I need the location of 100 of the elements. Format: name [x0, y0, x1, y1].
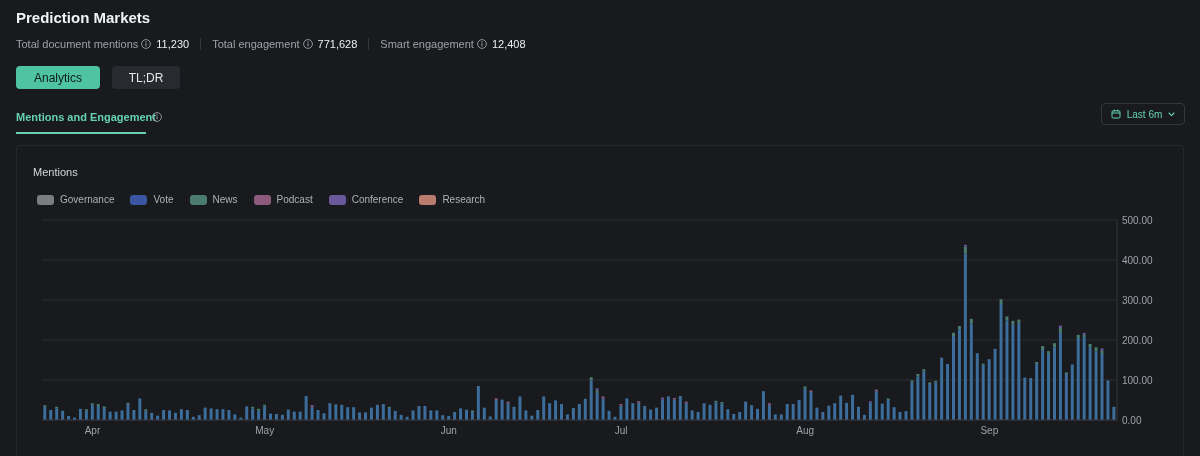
- bar: [963, 246, 967, 254]
- bar: [352, 407, 356, 420]
- bar: [803, 388, 807, 420]
- y-tick-label: 100.00: [1122, 374, 1154, 386]
- bar: [536, 410, 540, 420]
- bar: [322, 413, 326, 420]
- x-tick-label: Sep: [980, 425, 999, 437]
- bar: [625, 398, 629, 420]
- bar: [886, 400, 890, 420]
- bar: [791, 404, 795, 420]
- bar: [868, 402, 872, 420]
- bar: [910, 382, 914, 420]
- bar: [1064, 374, 1068, 420]
- bar: [714, 402, 718, 420]
- y-tick-label: 500.00: [1122, 214, 1154, 226]
- bar: [595, 392, 599, 420]
- bar: [940, 357, 944, 420]
- bar: [643, 406, 647, 420]
- bar: [1088, 347, 1092, 420]
- bar: [726, 409, 730, 420]
- bar: [518, 396, 522, 420]
- bar: [364, 412, 368, 420]
- bar: [381, 404, 385, 420]
- bar: [708, 404, 712, 420]
- bar: [185, 410, 189, 420]
- bar: [43, 406, 47, 420]
- bar: [702, 403, 706, 420]
- bar: [340, 404, 344, 420]
- bar: [922, 371, 926, 420]
- bar: [916, 376, 920, 420]
- bar: [49, 410, 53, 420]
- bar: [1041, 346, 1045, 350]
- bar: [435, 410, 439, 420]
- bar: [856, 406, 860, 420]
- bar: [1011, 320, 1015, 325]
- legend-label: Vote: [153, 194, 174, 206]
- x-tick-label: Aug: [796, 425, 815, 437]
- x-tick-label: Jun: [440, 425, 457, 437]
- bar: [993, 348, 997, 420]
- bar: [346, 407, 350, 420]
- bar: [1041, 350, 1045, 420]
- y-tick-label: 0.00: [1122, 414, 1142, 426]
- legend-label: Conference: [351, 194, 404, 206]
- bar: [928, 384, 932, 420]
- text: 771,628: [317, 38, 358, 50]
- text: TL;DR: [128, 70, 164, 85]
- bar: [310, 407, 314, 420]
- bar: [423, 406, 427, 420]
- bar: [892, 407, 896, 420]
- bar: [577, 404, 581, 420]
- bar: [744, 401, 748, 420]
- bar: [963, 253, 967, 420]
- bar: [969, 323, 973, 420]
- text: Total document mentions: [16, 38, 139, 50]
- bar: [952, 336, 956, 420]
- text: Analytics: [33, 70, 83, 85]
- bar: [257, 408, 261, 411]
- bar: [684, 403, 688, 420]
- bar: [583, 398, 587, 420]
- bar: [1058, 332, 1062, 420]
- bar: [1058, 328, 1062, 333]
- bar: [999, 304, 1003, 420]
- bar: [1094, 351, 1098, 420]
- bar: [132, 410, 136, 420]
- bar: [981, 364, 985, 420]
- bar: [750, 405, 754, 420]
- y-tick-label: 200.00: [1122, 334, 1154, 346]
- bar: [1023, 377, 1027, 420]
- bar: [631, 403, 635, 420]
- bar: [1005, 316, 1009, 321]
- bar: [660, 397, 664, 400]
- bar: [851, 394, 855, 420]
- text: Total engagement: [212, 38, 300, 50]
- text: Prediction Markets: [16, 9, 151, 26]
- bar: [96, 406, 100, 420]
- bar: [601, 398, 605, 420]
- bar: [922, 369, 926, 372]
- bar: [1005, 320, 1009, 420]
- bar: [304, 396, 308, 420]
- legend-label: Governance: [60, 194, 115, 206]
- bar: [512, 406, 516, 420]
- bar: [55, 408, 59, 420]
- text: Smart engagement: [380, 38, 474, 50]
- bar: [910, 380, 914, 383]
- bar: [827, 405, 831, 420]
- bar: [999, 299, 1003, 304]
- bar: [1094, 347, 1098, 352]
- bar: [1082, 337, 1086, 420]
- bar: [1088, 344, 1092, 348]
- bar: [1112, 406, 1116, 420]
- x-tick-label: May: [255, 425, 275, 437]
- bar: [494, 400, 498, 420]
- bar: [1047, 353, 1051, 420]
- chart-title: Mentions: [33, 166, 78, 178]
- bar: [542, 396, 546, 420]
- bar: [411, 410, 415, 420]
- bar: [1106, 380, 1110, 420]
- bar: [1047, 351, 1051, 354]
- bar: [138, 398, 142, 420]
- text: 12,408: [491, 38, 526, 50]
